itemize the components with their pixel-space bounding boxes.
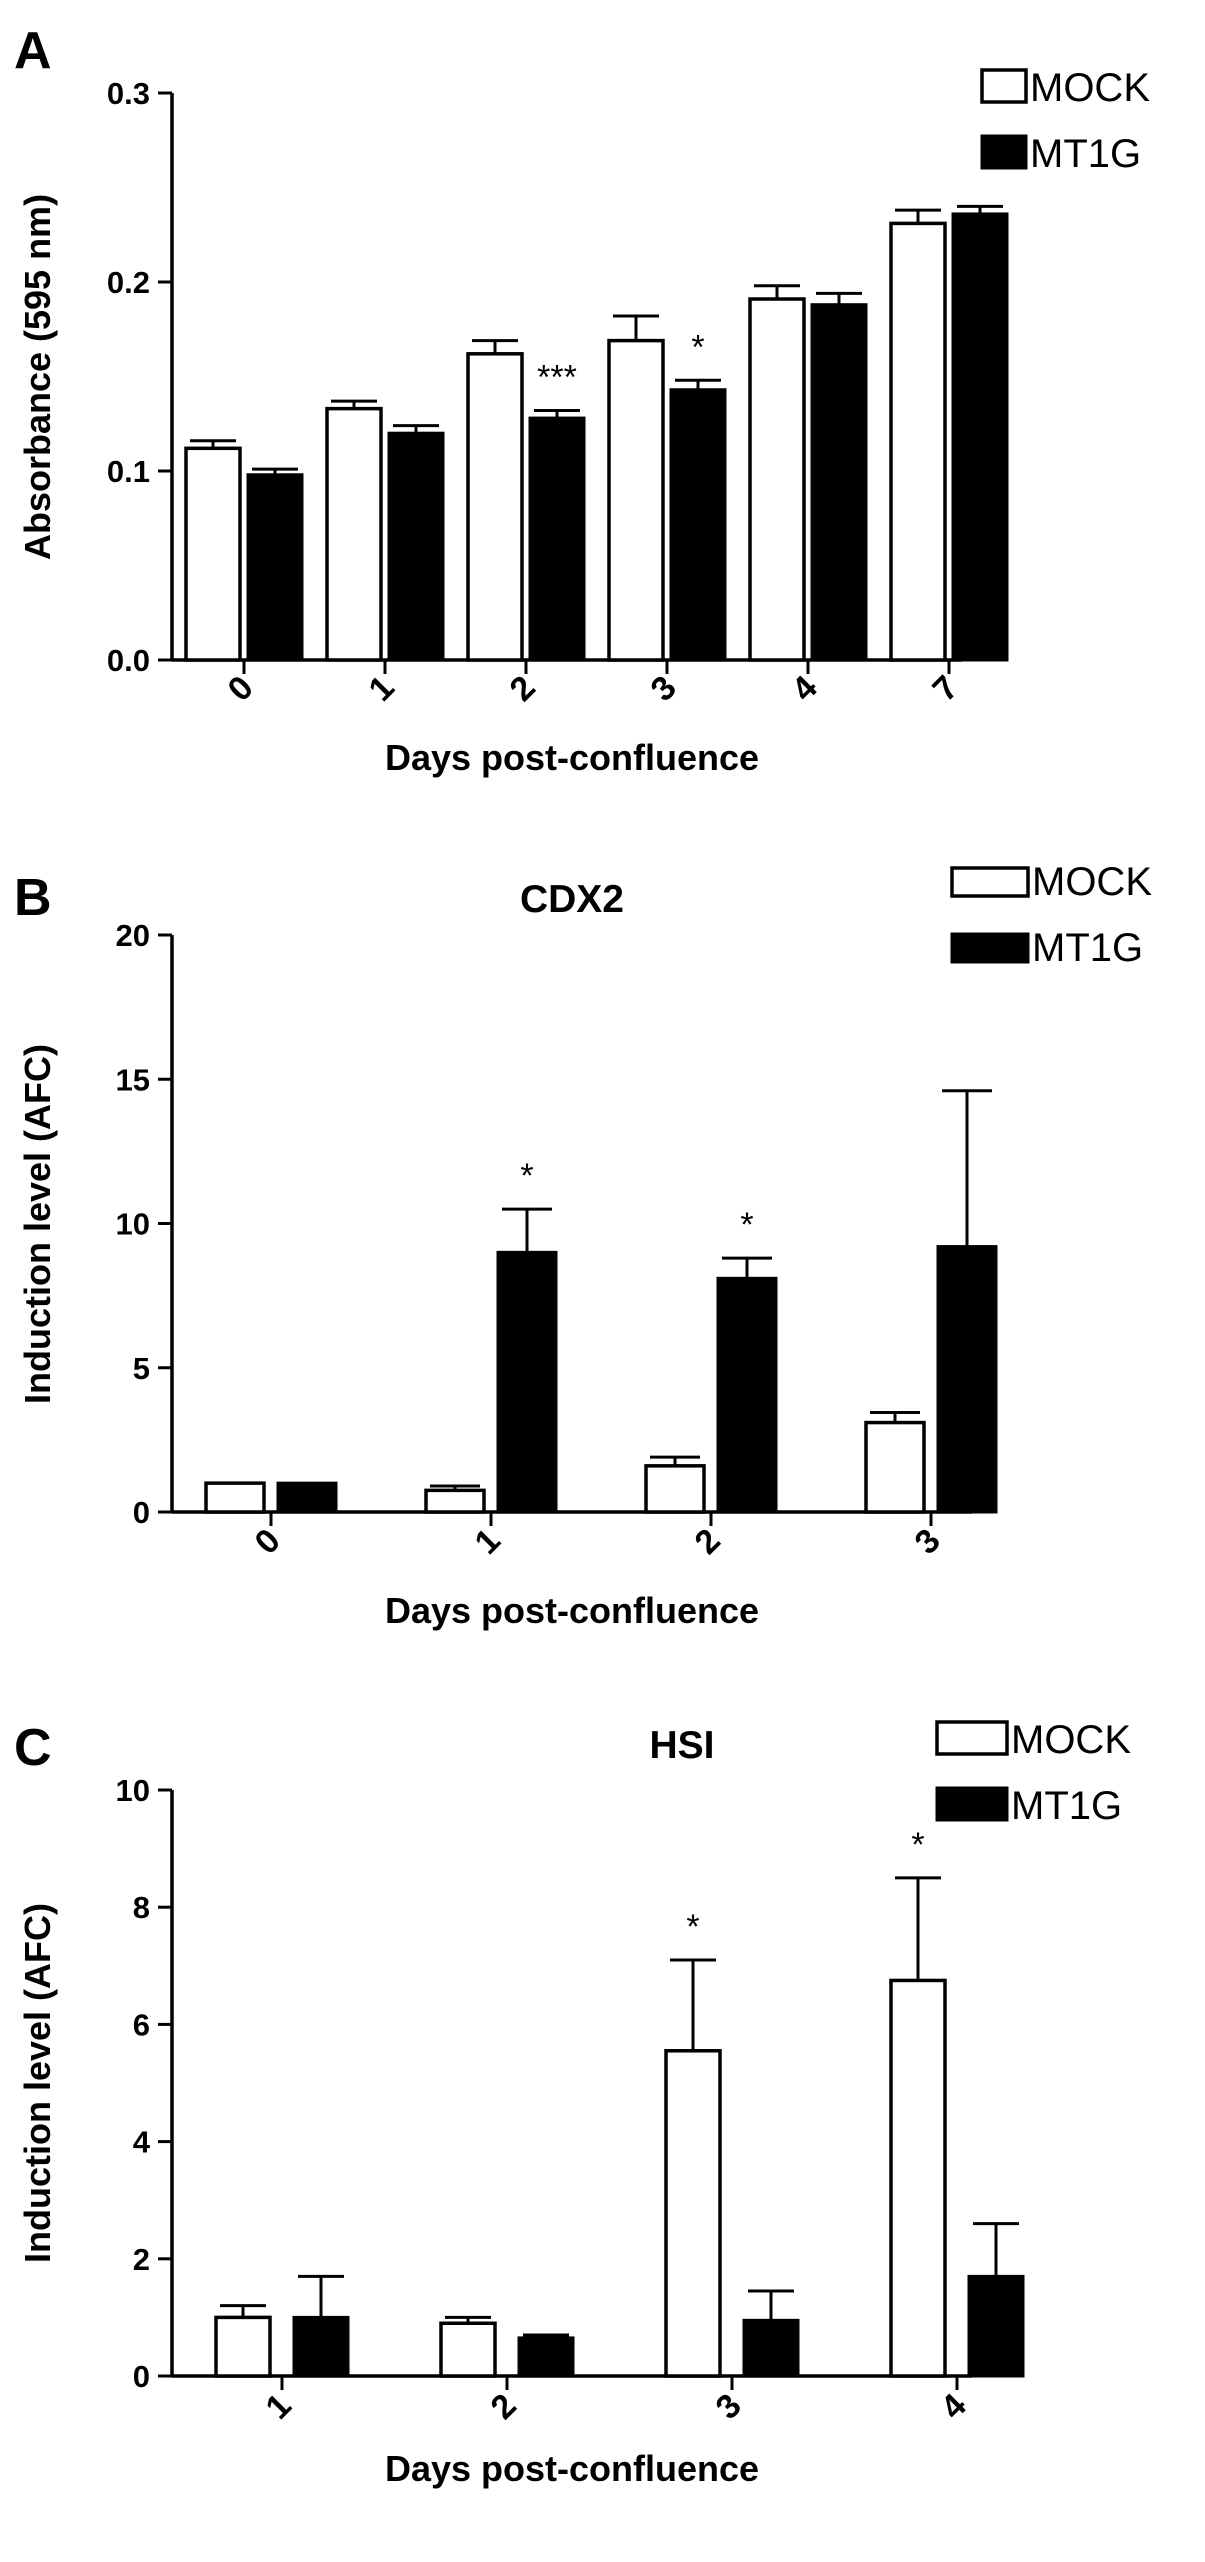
legend: MOCK MT1G [980, 66, 1150, 176]
panel-letter: A [14, 22, 52, 80]
bar-mock [644, 1464, 706, 1514]
bar-mt1g [669, 388, 727, 662]
y-axis-title: Absorbance (595 nm) [17, 194, 58, 560]
bar-mt1g [292, 2315, 350, 2378]
significance-marker: * [520, 1157, 533, 1195]
x-axis-title: Days post-confluence [385, 737, 759, 778]
y-axis-title: Induction level (AFC) [17, 1044, 58, 1404]
legend-label: MOCK [1011, 1718, 1131, 1762]
bar-mt1g [967, 2274, 1025, 2378]
legend-label: MOCK [1030, 66, 1150, 110]
x-tick-label: 1 [468, 1522, 508, 1562]
y-tick-label: 0.1 [107, 454, 150, 489]
y-tick-label: 4 [133, 2125, 151, 2160]
legend-label: MT1G [1011, 1784, 1122, 1828]
bar-mt1g [246, 473, 304, 662]
bar-mt1g [951, 212, 1009, 662]
x-tick-label: 7 [926, 669, 966, 709]
y-tick-label: 5 [133, 1351, 150, 1386]
bar-mock [864, 1420, 926, 1514]
chart-title: HSI [649, 1724, 714, 1767]
bar-mt1g [387, 431, 445, 662]
significance-marker: *** [537, 359, 577, 397]
legend: MOCK MT1G [950, 860, 1152, 970]
y-tick-label: 0.2 [107, 265, 150, 300]
x-tick-label: 0 [248, 1522, 288, 1562]
panel-letter: C [14, 1719, 52, 1777]
y-tick-label: 2 [133, 2242, 150, 2277]
y-axis-title: Induction level (AFC) [17, 1903, 58, 2263]
chart-title: CDX2 [520, 878, 624, 921]
bar-mock [466, 352, 524, 662]
y-tick-label: 10 [116, 1773, 150, 1808]
bar-mock [889, 221, 947, 662]
y-tick-label: 15 [116, 1062, 150, 1097]
bar-mock [607, 338, 665, 662]
chart-panel-b: B CDX2 0 5 10 15 20 0 1 2 3 * * Days post-confluence I… [14, 860, 1152, 1631]
x-tick-label: 1 [362, 669, 402, 709]
legend-swatch-mt1g [935, 1786, 1009, 1822]
bar-mock [184, 446, 242, 662]
bar-mock [889, 1978, 947, 2378]
x-tick-label: 3 [709, 2387, 749, 2427]
x-tick-label: 4 [785, 669, 825, 709]
legend: MOCK MT1G [935, 1718, 1131, 1828]
x-tick-label: 2 [484, 2387, 524, 2427]
legend-swatch-mock [980, 68, 1028, 104]
significance-marker: * [740, 1206, 753, 1244]
bar-mt1g [528, 416, 586, 662]
legend-swatch-mock [935, 1720, 1009, 1756]
y-tick-label: 0.3 [107, 76, 150, 111]
legend-label: MOCK [1032, 860, 1152, 904]
y-tick-label: 8 [133, 1890, 150, 1925]
x-tick-label: 0 [221, 669, 261, 709]
bar-mock [325, 406, 383, 662]
legend-swatch-mock [950, 866, 1030, 898]
x-tick-label: 3 [908, 1522, 948, 1562]
significance-marker: * [691, 328, 704, 366]
legend-swatch-mt1g [950, 932, 1030, 964]
x-tick-label: 2 [503, 669, 543, 709]
bar-mt1g [742, 2318, 800, 2378]
bar-mt1g [496, 1250, 558, 1514]
y-tick-label: 0 [133, 2359, 150, 2394]
legend-swatch-mt1g [980, 134, 1028, 170]
chart-panel-a: A0.00.10.20.30 1 2 3 4 7****Days post-conflue… [14, 22, 1150, 778]
legend-label: MT1G [1030, 132, 1141, 176]
bar-mock [439, 2321, 497, 2378]
bar-mock [664, 2049, 722, 2378]
bar-mt1g [716, 1276, 778, 1514]
bar-mock [424, 1488, 486, 1514]
bar-mock [748, 297, 806, 662]
bar-mt1g [936, 1245, 998, 1514]
x-tick-label: 2 [688, 1522, 728, 1562]
y-tick-label: 6 [133, 2007, 150, 2042]
significance-marker: * [686, 1908, 699, 1946]
x-axis-title: Days post-confluence [385, 2448, 759, 2489]
panel-letter: B [14, 869, 52, 927]
bar-mt1g [517, 2336, 575, 2378]
y-tick-label: 20 [116, 918, 150, 953]
legend-label: MT1G [1032, 926, 1143, 970]
significance-marker: * [911, 1826, 924, 1864]
x-tick-label: 4 [934, 2387, 974, 2427]
x-tick-label: 1 [259, 2387, 299, 2427]
x-axis-title: Days post-confluence [385, 1590, 759, 1631]
y-tick-label: 10 [116, 1207, 150, 1242]
bar-mock [214, 2315, 272, 2378]
bar-mt1g [276, 1481, 338, 1514]
y-tick-label: 0 [133, 1495, 150, 1530]
y-tick-label: 0.0 [107, 643, 150, 678]
x-tick-label: 3 [644, 669, 684, 709]
bar-mock [204, 1481, 266, 1514]
bar-mt1g [810, 303, 868, 662]
